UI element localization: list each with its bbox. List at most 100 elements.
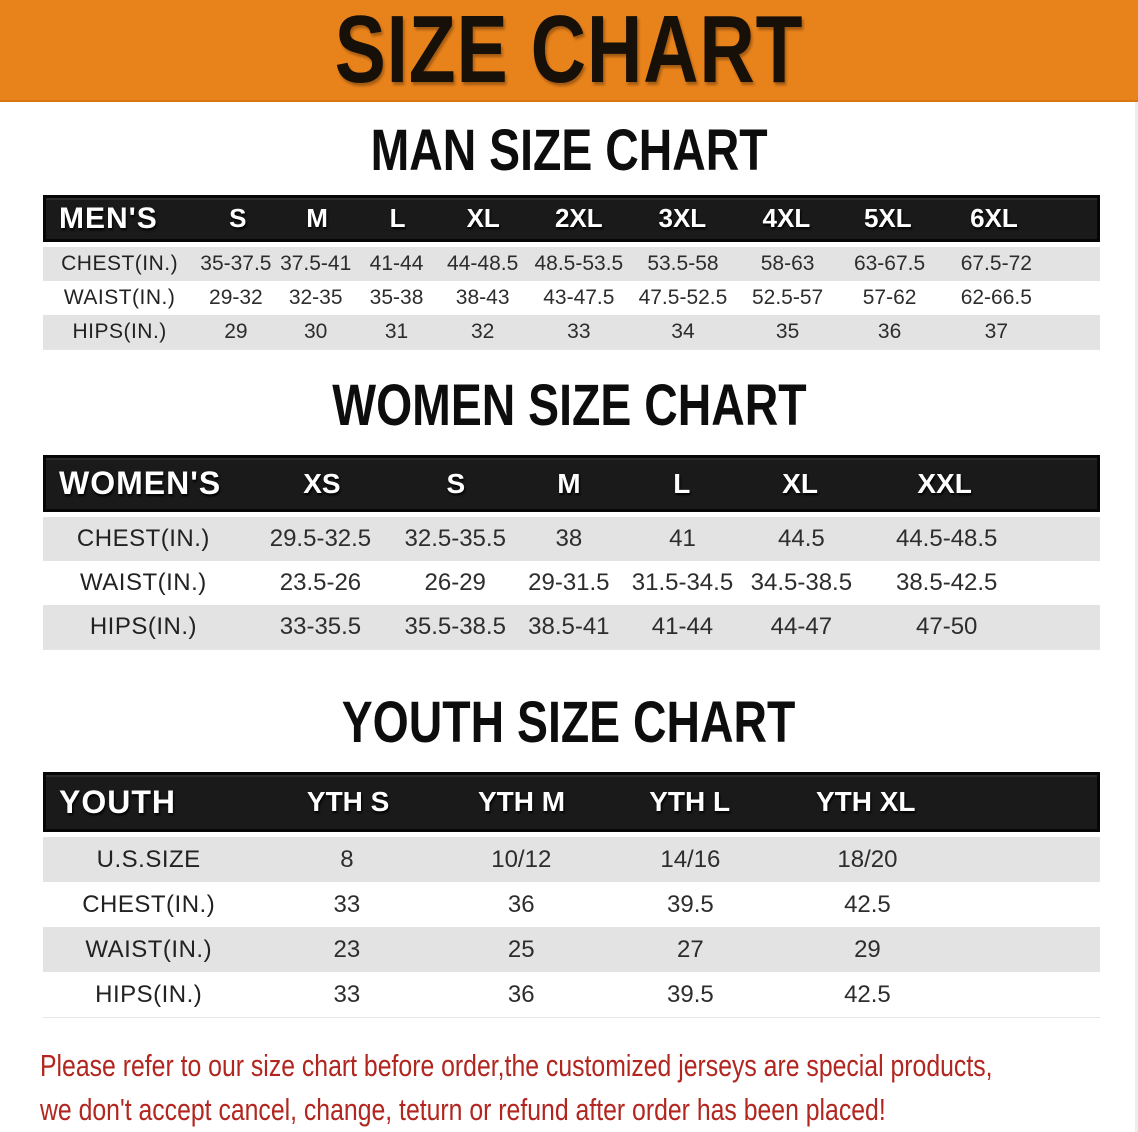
value-cell: 38 [555, 525, 583, 552]
value-cell: 29 [224, 320, 248, 343]
notice-line-1: Please refer to our size chart before or… [40, 1048, 993, 1083]
table-header-row: WOMEN'S XS S M L XL XXL [43, 455, 1100, 512]
notice-line-2: we don't accept cancel, change, teturn o… [40, 1092, 886, 1127]
row-label-cell: WAIST(IN.) [80, 569, 207, 596]
value-cell: 63-67.5 [853, 252, 926, 275]
banner-title: SIZE CHART [276, 2, 862, 98]
value-cell: 42.5 [844, 890, 891, 918]
value-cell: 26-29 [424, 569, 486, 596]
value-cell: 29-32 [209, 286, 263, 309]
value-cell: 41-44 [369, 252, 424, 275]
value-cell: 53.5-58 [647, 252, 719, 275]
value-cell: 47.5-52.5 [638, 286, 728, 309]
value-cell: 57-62 [862, 286, 917, 309]
charts-container: MAN SIZE CHART MEN'S S M L XL 2XL 3XL 4XL 5XL 6XL C… [0, 122, 1138, 1018]
size-header-cell: YTH M [478, 786, 566, 817]
banner-title-text: SIZE CHART [334, 0, 804, 103]
value-cell: 32 [470, 320, 495, 343]
value-cell: 44.5-48.5 [895, 525, 998, 552]
footer-notice: Please refer to our size chart before or… [40, 1044, 1138, 1132]
section-heading: MAN SIZE CHART [0, 122, 1138, 180]
value-cell: 34.5-38.5 [750, 569, 853, 596]
value-cell: 41 [669, 525, 696, 552]
banner: SIZE CHART [0, 0, 1138, 102]
row-label-cell: WAIST(IN.) [85, 935, 213, 963]
table-row: U.S.SIZE 8 10/12 14/16 18/20 [43, 837, 1100, 882]
table-header-row: MEN'S S M L XL 2XL 3XL 4XL 5XL 6XL [43, 195, 1100, 242]
men-size-table: MEN'S S M L XL 2XL 3XL 4XL 5XL 6XL CHEST(IN.) 35-37… [43, 195, 1100, 350]
value-cell: 29 [854, 935, 881, 963]
section-heading-text: YOUTH SIZE CHART [342, 690, 796, 755]
value-cell: 58-63 [760, 252, 815, 275]
value-cell: 67.5-72 [960, 252, 1032, 275]
value-cell: 36 [507, 890, 535, 918]
value-cell: 52.5-57 [751, 286, 824, 309]
value-cell: 33 [333, 890, 361, 918]
size-header-cell: 2XL [554, 203, 603, 233]
value-cell: 23.5-26 [279, 569, 362, 596]
section-youth: YOUTH SIZE CHART YOUTH YTH S YTH M YTH L YTH … [0, 694, 1138, 1018]
row-label-cell: HIPS(IN.) [72, 320, 167, 343]
row-label-cell: WAIST(IN.) [63, 286, 176, 309]
women-size-table: WOMEN'S XS S M L XL XXL CHEST(IN.) 29.5-32.5 32.5… [43, 455, 1100, 650]
value-cell: 31 [384, 320, 409, 343]
value-cell: 27 [677, 935, 704, 963]
row-label-cell: HIPS(IN.) [89, 613, 197, 640]
table-row: WAIST(IN.) 23 25 27 29 [43, 927, 1100, 972]
value-cell: 37.5-41 [280, 252, 352, 275]
value-cell: 33-35.5 [279, 613, 362, 640]
size-header-cell: XL [466, 203, 500, 233]
table-row: WAIST(IN.) 29-32 32-35 35-38 38-43 43-47.5 47.… [43, 281, 1100, 315]
value-cell: 39.5 [667, 890, 714, 918]
value-cell: 33 [567, 320, 591, 343]
value-cell: 35 [775, 320, 800, 343]
table-row: CHEST(IN.) 33 36 39.5 42.5 [43, 882, 1100, 927]
header-label-cell: WOMEN'S [59, 465, 222, 501]
size-header-cell: XXL [917, 467, 972, 499]
table-row: HIPS(IN.) 33-35.5 35.5-38.5 38.5-41 41-44 44-… [43, 605, 1100, 649]
value-cell: 37 [984, 320, 1008, 343]
value-cell: 14/16 [660, 845, 721, 873]
value-cell: 35.5-38.5 [404, 613, 506, 640]
size-header-cell: 6XL [970, 203, 1018, 233]
size-header-cell: M [557, 467, 581, 499]
youth-size-table: YOUTH YTH S YTH M YTH L YTH XL U.S.SIZE 8 10/12… [43, 772, 1100, 1018]
row-label-cell: CHEST(IN.) [76, 525, 210, 552]
row-label-cell: HIPS(IN.) [95, 980, 203, 1008]
size-header-cell: L [389, 203, 406, 233]
size-header-cell: S [229, 203, 247, 233]
value-cell: 43-47.5 [543, 286, 615, 309]
value-cell: 36 [877, 320, 902, 343]
size-header-cell: XS [303, 467, 341, 499]
table-row: HIPS(IN.) 29 30 31 32 33 34 35 36 37 [43, 315, 1100, 349]
value-cell: 36 [507, 980, 535, 1008]
value-cell: 33 [333, 980, 361, 1008]
value-cell: 10/12 [491, 845, 552, 873]
value-cell: 29.5-32.5 [269, 525, 372, 552]
value-cell: 32-35 [288, 286, 343, 309]
value-cell: 23 [333, 935, 361, 963]
row-label-cell: CHEST(IN.) [82, 890, 216, 918]
table-header-row: YOUTH YTH S YTH M YTH L YTH XL [43, 772, 1100, 832]
value-cell: 44-47 [770, 613, 833, 640]
size-header-cell: 3XL [658, 203, 707, 233]
size-header-cell: 5XL [863, 203, 912, 233]
value-cell: 48.5-53.5 [534, 252, 624, 275]
size-header-cell: 4XL [762, 203, 811, 233]
value-cell: 30 [304, 320, 328, 343]
table-row: CHEST(IN.) 35-37.5 37.5-41 41-44 44-48.5 48.5… [43, 247, 1100, 281]
table-row: CHEST(IN.) 29.5-32.5 32.5-35.5 38 41 44.5 44.5… [43, 517, 1100, 561]
value-cell: 44-48.5 [447, 252, 519, 275]
value-cell: 39.5 [667, 980, 714, 1008]
size-header-cell: S [446, 467, 466, 499]
value-cell: 42.5 [844, 980, 891, 1008]
header-label-cell: MEN'S [59, 201, 158, 235]
value-cell: 35-38 [369, 286, 424, 309]
value-cell: 38-43 [455, 286, 510, 309]
table-row: HIPS(IN.) 33 36 39.5 42.5 [43, 972, 1100, 1017]
value-cell: 41-44 [651, 613, 714, 640]
value-cell: 8 [340, 845, 354, 873]
section-heading-text: WOMEN SIZE CHART [331, 373, 807, 438]
row-label-cell: CHEST(IN.) [61, 252, 179, 275]
value-cell: 18/20 [837, 845, 898, 873]
